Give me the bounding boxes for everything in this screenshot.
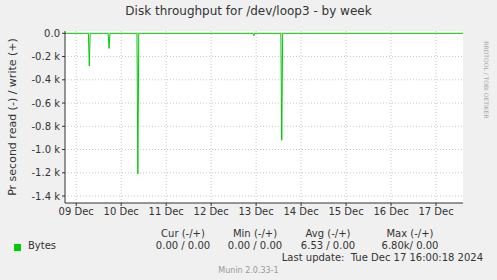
svg-text:-0.2 k: -0.2 k xyxy=(32,51,61,62)
html-text:Munin 2.0.33-1: Munin 2.0.33-1 xyxy=(218,266,279,275)
html-text:6.80k/ 0.00: 6.80k/ 0.00 xyxy=(381,240,439,251)
svg-text:14 Dec: 14 Dec xyxy=(283,206,318,217)
svg-text:12 Dec: 12 Dec xyxy=(194,206,229,217)
html-text:Avg (-/+): Avg (-/+) xyxy=(305,228,351,239)
html-text:0.00 / 0.00: 0.00 / 0.00 xyxy=(227,240,283,251)
svg-text:17 Dec: 17 Dec xyxy=(418,206,453,217)
svg-text:-1.2 k: -1.2 k xyxy=(32,167,61,178)
svg-text:16 Dec: 16 Dec xyxy=(373,206,408,217)
html-text:6.53 / 0.00: 6.53 / 0.00 xyxy=(300,240,356,251)
html-text:Last update: Tue Dec 17 16:00:: Last update: Tue Dec 17 16:00:18 2024 xyxy=(281,252,483,263)
svg-text:-0.6 k: -0.6 k xyxy=(32,98,61,109)
svg-text:-1.4 k: -1.4 k xyxy=(32,191,61,202)
svg-text:09 Dec: 09 Dec xyxy=(59,206,94,217)
html-text:Cur (-/+): Cur (-/+) xyxy=(161,228,205,239)
html-text:Min (-/+): Min (-/+) xyxy=(233,228,277,239)
svg-text:13 Dec: 13 Dec xyxy=(238,206,273,217)
svg-text:-0.4 k: -0.4 k xyxy=(32,74,61,85)
html-text:Bytes: Bytes xyxy=(28,240,57,251)
html-text:Pr second read (-) / write (+): Pr second read (-) / write (+) xyxy=(5,38,19,196)
html-text:0.00 / 0.00: 0.00 / 0.00 xyxy=(155,240,211,251)
svg-text:15 Dec: 15 Dec xyxy=(328,206,363,217)
html-text:RRDTOOL / TOBI OETIKER: RRDTOOL / TOBI OETIKER xyxy=(482,41,490,119)
html-text:Disk throughput for /dev/loop3: Disk throughput for /dev/loop3 - by week xyxy=(125,4,372,18)
svg-text:-1.0 k: -1.0 k xyxy=(32,144,61,155)
svg-text:11 Dec: 11 Dec xyxy=(149,206,184,217)
html-text:Max (-/+): Max (-/+) xyxy=(386,228,434,239)
svg-text:10 Dec: 10 Dec xyxy=(104,206,139,217)
svg-text:0.0: 0.0 xyxy=(44,28,60,39)
svg-text:-0.8 k: -0.8 k xyxy=(32,121,61,132)
